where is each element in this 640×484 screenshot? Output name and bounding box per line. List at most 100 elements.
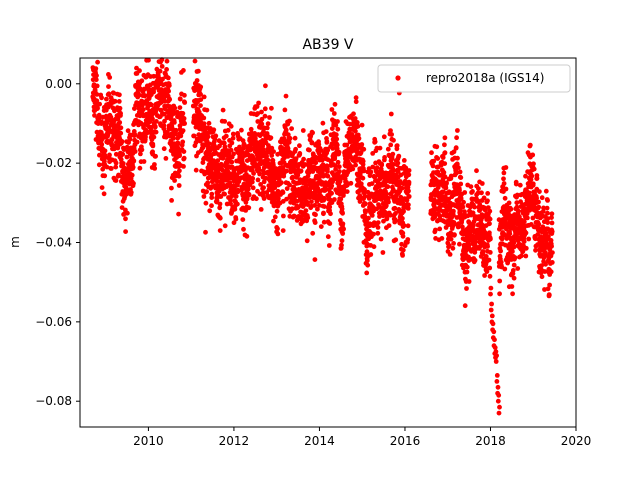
data-point	[229, 159, 235, 165]
data-point	[362, 193, 368, 199]
data-point	[335, 159, 341, 165]
data-point	[123, 216, 128, 222]
data-point	[252, 131, 258, 136]
data-point	[250, 176, 256, 181]
data-point	[241, 141, 247, 147]
data-point	[495, 398, 501, 404]
data-point	[320, 120, 326, 126]
data-point	[458, 196, 464, 202]
data-point	[153, 153, 159, 159]
y-tick-label: −0.04	[35, 236, 72, 250]
data-point	[540, 209, 546, 214]
data-point	[170, 136, 176, 141]
data-point	[151, 89, 157, 95]
data-point	[431, 158, 437, 164]
data-point	[261, 185, 266, 191]
data-point	[472, 249, 478, 255]
data-point	[494, 353, 499, 358]
data-point	[146, 57, 151, 63]
data-point	[129, 172, 135, 178]
data-point	[328, 211, 333, 217]
data-point	[406, 172, 412, 178]
data-point	[534, 176, 540, 181]
data-point	[287, 136, 293, 141]
data-point	[269, 105, 274, 111]
data-point	[289, 126, 294, 131]
data-point	[153, 129, 159, 135]
data-point	[239, 127, 244, 133]
data-point	[306, 170, 312, 176]
data-point	[495, 384, 501, 390]
data-point	[388, 128, 393, 134]
data-point	[355, 146, 361, 152]
data-point	[284, 168, 289, 174]
data-point	[93, 66, 99, 71]
data-point	[117, 120, 123, 125]
data-point	[367, 173, 373, 179]
data-point	[106, 84, 111, 89]
data-point	[172, 120, 177, 125]
data-point	[375, 225, 381, 230]
data-point	[370, 164, 376, 170]
data-point	[329, 107, 335, 112]
data-point	[272, 185, 278, 191]
data-point	[506, 200, 512, 206]
data-point	[198, 103, 203, 108]
x-axis-ticks: 2010 2012 2014 2016 2018 2020	[133, 427, 591, 448]
data-point	[353, 95, 359, 101]
data-point	[298, 168, 304, 174]
data-point	[163, 134, 169, 140]
data-point	[313, 212, 318, 218]
data-point	[453, 170, 459, 176]
data-point	[318, 224, 324, 230]
data-point	[204, 189, 210, 195]
data-point	[368, 252, 374, 257]
data-point	[166, 88, 172, 94]
data-point	[108, 166, 114, 171]
data-point	[400, 253, 405, 258]
data-point	[549, 243, 554, 249]
data-point	[534, 195, 539, 201]
data-point	[181, 68, 186, 73]
data-point	[472, 257, 478, 263]
data-point	[536, 221, 542, 227]
data-point	[488, 307, 494, 313]
data-point	[157, 68, 163, 74]
data-point	[134, 139, 140, 145]
data-point	[442, 174, 448, 180]
data-point	[254, 196, 259, 202]
data-point	[248, 126, 254, 132]
data-point	[180, 111, 186, 116]
data-point	[485, 244, 490, 249]
data-point	[274, 208, 280, 214]
data-point	[231, 220, 237, 226]
data-point	[201, 121, 207, 126]
data-point	[388, 142, 394, 148]
data-point	[283, 127, 289, 133]
data-point	[169, 198, 175, 203]
data-point	[315, 206, 320, 212]
data-point	[541, 205, 546, 211]
data-point	[127, 136, 133, 142]
data-point	[548, 269, 554, 275]
data-point	[402, 243, 408, 249]
data-point	[205, 134, 211, 140]
data-point	[92, 113, 97, 118]
data-point	[493, 359, 499, 364]
data-point	[259, 121, 265, 127]
data-point	[502, 195, 508, 201]
data-point	[104, 164, 110, 170]
data-point	[462, 303, 468, 309]
data-point	[365, 262, 371, 268]
data-point	[405, 223, 411, 229]
data-point	[201, 194, 207, 199]
data-point	[437, 213, 443, 219]
data-point	[489, 301, 494, 307]
data-point	[501, 181, 507, 186]
data-point	[309, 199, 314, 205]
data-point	[321, 195, 327, 201]
data-point	[332, 163, 338, 169]
data-point	[312, 220, 318, 226]
data-point	[400, 233, 406, 239]
data-point	[388, 212, 393, 218]
